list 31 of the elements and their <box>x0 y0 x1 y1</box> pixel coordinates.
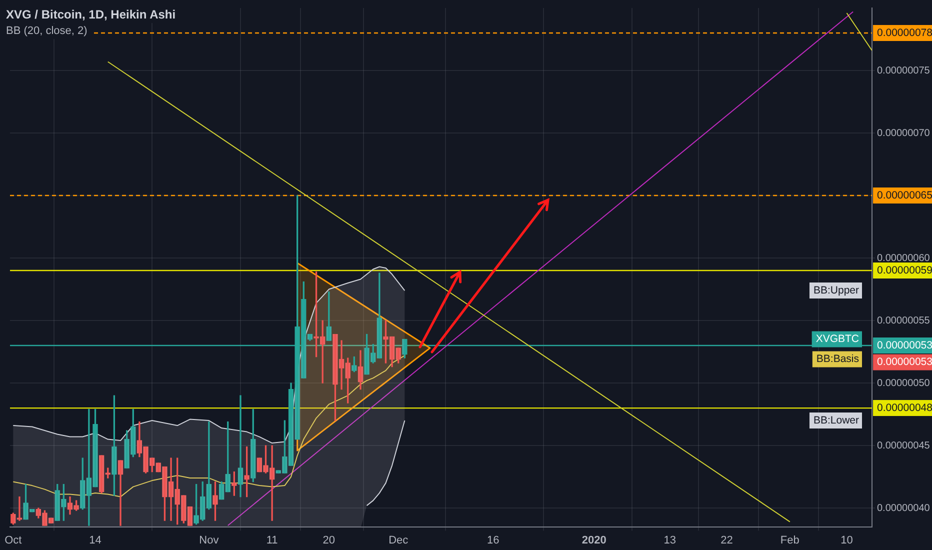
text: XVGBTC <box>816 333 860 346</box>
y-tick-label: 0.00000055 <box>877 315 930 326</box>
chart-title: XVG / Bitcoin, 1D, Heikin Ashi <box>6 7 176 22</box>
ref-line-label: 0.00000065 <box>877 189 932 202</box>
ref-line-label: 0.00000059 <box>877 264 932 276</box>
text: BB:Upper <box>813 284 860 296</box>
y-tick-label: 0.00000070 <box>877 128 930 139</box>
y-tick-label: 0.00000045 <box>877 440 930 452</box>
y-tick-label: 0.00000060 <box>877 252 930 264</box>
x-tick-label: 2020 <box>582 534 606 546</box>
x-tick-label: Feb <box>780 534 800 546</box>
x-tick-label: 13 <box>664 534 676 546</box>
text: BB:Lower <box>813 414 860 426</box>
text: BB (20, close, 2) <box>6 25 88 38</box>
x-tick-label: Nov <box>199 534 220 546</box>
x-tick-label: Dec <box>388 534 409 546</box>
x-tick-label: 16 <box>486 534 500 546</box>
x-tick-label: 20 <box>322 534 336 546</box>
text: 0.00000053 <box>877 356 932 368</box>
ref-line-label: 0.00000053 <box>877 339 932 352</box>
x-tick-label: 14 <box>89 534 102 546</box>
ref-line-label: 0.00000048 <box>877 402 932 414</box>
x-tick-label: Oct <box>4 534 22 546</box>
text: BB:Basis <box>816 353 860 366</box>
y-tick-label: 0.00000075 <box>877 65 930 76</box>
x-tick-label: 10 <box>840 534 853 546</box>
x-tick-label: 11 <box>266 534 278 546</box>
y-tick-label: 0.00000050 <box>877 378 930 389</box>
ref-line-label: 0.00000078 <box>877 26 932 39</box>
y-tick-label: 0.00000040 <box>877 502 930 514</box>
x-tick-label: 22 <box>720 534 733 546</box>
